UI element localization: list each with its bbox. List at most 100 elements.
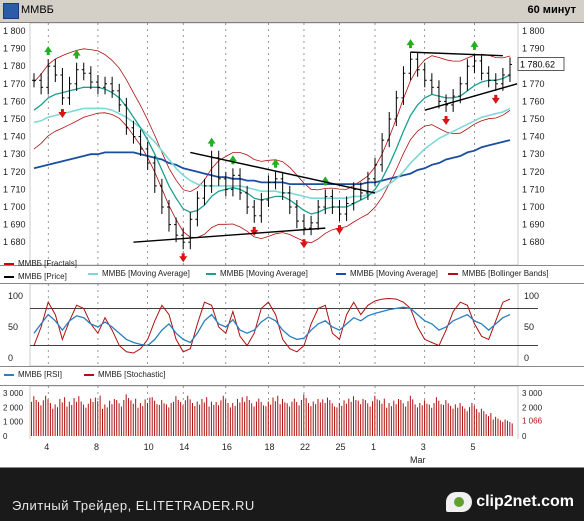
osc-tick-left: 100 <box>8 291 23 301</box>
volume-tick-left: 2 000 <box>3 403 24 412</box>
fractal-down-arrow <box>250 226 259 236</box>
last-price-box <box>517 57 565 71</box>
legend-entry: ММВБ [Stochastic] <box>84 370 166 379</box>
time-axis: Mar 4 8 10 14 16 18 22 25 1 3 5 <box>0 439 584 468</box>
osc-tick-right: 0 <box>524 353 529 363</box>
trendline <box>410 51 503 57</box>
time-tick: 22 <box>299 442 310 452</box>
time-tick: 8 <box>93 442 99 452</box>
legend-label: ММВБ [Stochastic] <box>98 370 166 379</box>
price-tick-right: 1 740 <box>522 132 545 142</box>
volume-panel[interactable]: 3 000 3 000 2 000 2 000 1 000 0 0 1 066 <box>0 385 584 441</box>
legend-label: ММВБ [Fractals] <box>18 259 78 268</box>
price-tick-right: 1 710 <box>522 184 545 194</box>
window-titlebar[interactable]: ММВБ 60 минут <box>0 0 584 23</box>
legend-swatch <box>4 373 14 376</box>
clip2net-logo-icon <box>446 492 473 512</box>
osc-tick-right: 100 <box>524 291 539 301</box>
instrument-title: ММВБ <box>21 4 54 16</box>
site-caption: Элитный Трейдер, ELITETRADER.RU <box>12 498 255 513</box>
price-tick-left: 1 740 <box>3 132 26 142</box>
trendline <box>190 151 376 194</box>
fractal-up-arrow <box>406 39 415 49</box>
osc-tick-left: 50 <box>8 322 18 332</box>
legend-swatch <box>206 272 216 275</box>
fractal-down-arrow <box>58 108 67 118</box>
price-tick-right: 1 690 <box>522 220 545 230</box>
time-tick: 3 <box>420 442 426 452</box>
legend-label: ММВБ [Bollinger Bands] <box>462 269 549 278</box>
app-icon <box>3 3 19 19</box>
last-price-label: 1 780.62 <box>520 59 555 69</box>
rsi-line <box>33 306 511 347</box>
legend-entry: ММВБ [Bollinger Bands] <box>448 269 549 278</box>
price-tick-right: 1 680 <box>522 237 545 247</box>
volume-tick-right: 2 000 <box>522 403 543 412</box>
time-tick: 4 <box>44 442 50 452</box>
time-tick: 16 <box>221 442 232 452</box>
fractal-down-arrow <box>179 253 188 263</box>
oscillator-chart: 100 100 50 50 0 0 <box>8 283 539 367</box>
price-tick-left: 1 720 <box>3 167 26 177</box>
legend-entry: ММВБ [Moving Average] <box>336 269 438 278</box>
legend-swatch <box>336 272 346 275</box>
price-tick-left: 1 760 <box>3 96 26 106</box>
price-tick-right: 1 760 <box>522 96 545 106</box>
moving-average-line <box>33 139 511 185</box>
price-tick-left: 1 780 <box>3 61 26 71</box>
legend-label: ММВБ [RSI] <box>18 370 62 379</box>
legend-entry: ММВБ [Price] <box>4 272 67 281</box>
price-plot-area <box>29 22 519 266</box>
legend-swatch <box>448 272 458 275</box>
month-label: Mar <box>410 455 426 465</box>
volume-tick-right: 3 000 <box>522 389 543 398</box>
legend-swatch <box>4 275 14 278</box>
price-tick-right: 1 720 <box>522 167 545 177</box>
price-tick-right: 1 790 <box>522 44 545 54</box>
fractal-up-arrow <box>228 155 237 165</box>
price-tick-left: 1 790 <box>3 44 26 54</box>
fractal-down-arrow <box>491 94 500 104</box>
timeframe-label: 60 минут <box>527 4 576 16</box>
volume-tick-right: 0 <box>522 432 527 440</box>
time-tick: 1 <box>371 442 377 452</box>
fractal-down-arrow <box>299 239 308 249</box>
time-tick: 14 <box>179 442 190 452</box>
legend-entry: ММВБ [Fractals] <box>4 259 77 268</box>
price-tick-left: 1 700 <box>3 202 26 212</box>
time-tick: 10 <box>143 442 154 452</box>
trendline <box>424 83 518 111</box>
price-tick-left: 1 690 <box>3 220 26 230</box>
legend-entry: ММВБ [Moving Average] <box>206 269 308 278</box>
fractal-up-arrow <box>207 137 216 147</box>
legend-entry: ММВБ [RSI] <box>4 370 62 379</box>
price-tick-right: 1 800 <box>522 26 545 36</box>
bollinger-lower-line <box>33 109 511 244</box>
volume-tick-left: 0 <box>3 432 8 440</box>
legend-label: ММВБ [Price] <box>18 272 67 281</box>
price-tick-left: 1 710 <box>3 184 26 194</box>
fractal-up-arrow <box>470 40 479 50</box>
fractal-up-arrow <box>271 158 280 168</box>
clip2net-watermark: clip2net.com <box>446 492 574 512</box>
legend-swatch <box>4 262 14 265</box>
volume-tick-left: 3 000 <box>3 389 24 398</box>
fractal-down-arrow <box>335 225 344 235</box>
oscillator-panel[interactable]: 100 100 50 50 0 0 <box>0 283 584 367</box>
bollinger-upper-line <box>33 48 511 193</box>
legend-swatch <box>84 373 94 376</box>
time-tick: 5 <box>470 442 476 452</box>
legend-label: ММВБ [Moving Average] <box>102 269 190 278</box>
watermark-text: clip2net.com <box>476 493 574 510</box>
stochastic-line <box>33 297 511 354</box>
price-tick-left: 1 750 <box>3 114 26 124</box>
legend-label: ММВБ [Moving Average] <box>350 269 438 278</box>
osc-tick-left: 0 <box>8 353 13 363</box>
price-legend: ММВБ [Fractals] ММВБ [Price] ММВБ [Moving … <box>0 259 584 281</box>
oscillator-legend: ММВБ [RSI] ММВБ [Stochastic] <box>0 368 584 382</box>
osc-plot-area <box>29 283 519 367</box>
price-tick-left: 1 730 <box>3 149 26 159</box>
last-volume-label: 1 066 <box>522 417 543 426</box>
fractal-up-arrow <box>44 46 53 56</box>
